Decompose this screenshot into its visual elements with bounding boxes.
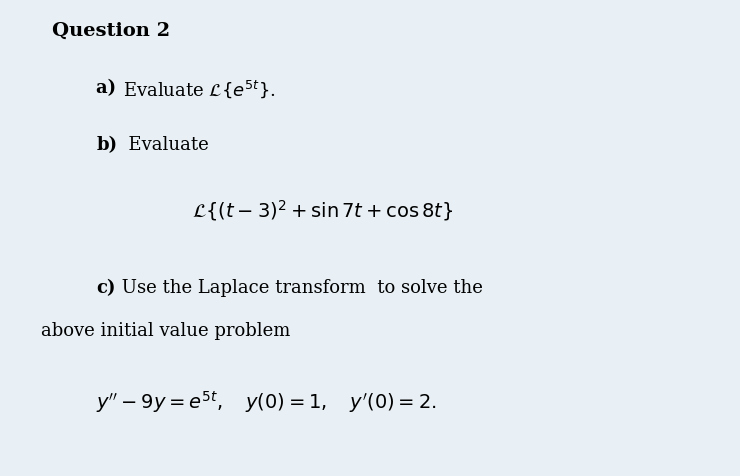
Text: Question 2: Question 2	[52, 21, 170, 40]
Text: a): a)	[96, 79, 123, 97]
Text: c): c)	[96, 278, 115, 297]
Text: Evaluate $\mathcal{L}\{e^{5t}\}$.: Evaluate $\mathcal{L}\{e^{5t}\}$.	[123, 79, 275, 100]
Text: b): b)	[96, 136, 118, 154]
Text: Use the Laplace transform  to solve the: Use the Laplace transform to solve the	[115, 278, 482, 297]
Text: Evaluate: Evaluate	[118, 136, 209, 154]
Text: above initial value problem: above initial value problem	[41, 321, 290, 339]
Text: $y'' - 9y = e^{5t}, \quad y(0) = 1, \quad y'(0) = 2.$: $y'' - 9y = e^{5t}, \quad y(0) = 1, \qua…	[96, 388, 437, 414]
Text: $\mathcal{L}\{(t - 3)^2 + \sin 7t + \cos 8t\}$: $\mathcal{L}\{(t - 3)^2 + \sin 7t + \cos…	[192, 198, 454, 222]
